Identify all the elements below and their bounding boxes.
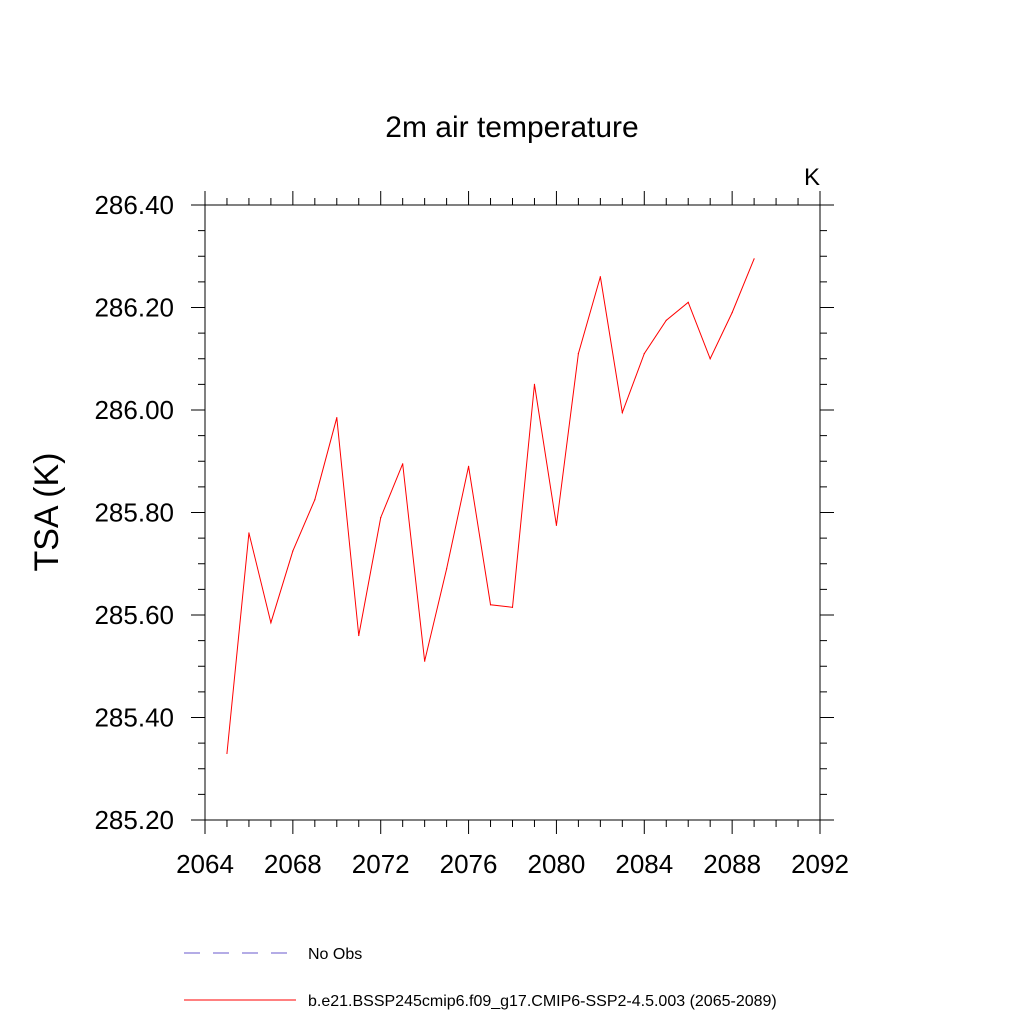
data-point	[577, 353, 579, 355]
y-tick-label: 285.20	[94, 805, 174, 835]
y-tick-label: 286.00	[94, 395, 174, 425]
x-tick-label: 2076	[440, 849, 498, 879]
y-axis: 285.20 285.40 285.60 285.80 286.00 286.20 286.…	[94, 190, 834, 835]
data-point	[511, 606, 514, 608]
data-point	[314, 499, 316, 501]
x-tick-label: 2080	[528, 849, 586, 879]
x-tick-label: 2084	[615, 849, 673, 879]
data-point	[599, 276, 601, 278]
units-label: K	[804, 164, 820, 191]
y-tick-label: 285.80	[94, 498, 174, 528]
data-point	[248, 532, 250, 534]
x-tick-label: 2068	[264, 849, 322, 879]
y-tick-label: 285.40	[94, 703, 174, 733]
data-point	[446, 568, 448, 570]
legend: No Obs b.e21.BSSP245cmip6.f09_g17.CMIP6-S…	[184, 946, 777, 1010]
data-point	[292, 550, 294, 552]
y-tick-label: 285.60	[94, 600, 174, 630]
x-tick-label: 2088	[703, 849, 761, 879]
data-point	[643, 353, 645, 355]
data-point	[753, 258, 755, 260]
data-point	[358, 634, 360, 637]
series-layer	[226, 258, 755, 754]
data-point	[665, 319, 667, 321]
data-point	[731, 312, 733, 314]
data-point	[687, 301, 689, 303]
y-tick-label: 286.40	[94, 190, 174, 220]
data-point	[489, 604, 492, 606]
data-point	[270, 622, 272, 624]
data-point	[621, 411, 623, 414]
x-tick-label: 2064	[176, 849, 234, 879]
data-point	[226, 752, 228, 754]
legend-label: b.e21.BSSP245cmip6.f09_g17.CMIP6-SSP2-4.…	[308, 993, 777, 1010]
legend-label: No Obs	[308, 946, 362, 963]
data-point	[467, 465, 470, 467]
data-point	[533, 383, 536, 385]
data-point	[336, 417, 338, 419]
y-axis-label: TSA (K)	[28, 452, 66, 571]
y-tick-label: 286.20	[94, 293, 174, 323]
data-point	[380, 517, 382, 519]
x-tick-label: 2072	[352, 849, 410, 879]
series-line	[226, 258, 755, 754]
plot-frame	[204, 204, 821, 821]
chart-title: 2m air temperature	[385, 111, 638, 144]
x-tick-label: 2092	[791, 849, 849, 879]
data-point	[424, 660, 426, 662]
data-point	[709, 358, 711, 360]
data-point	[555, 524, 558, 526]
x-axis: 2064 2068 2072 2076 2080 2084 2088 2092	[176, 191, 849, 879]
data-point	[402, 463, 404, 465]
